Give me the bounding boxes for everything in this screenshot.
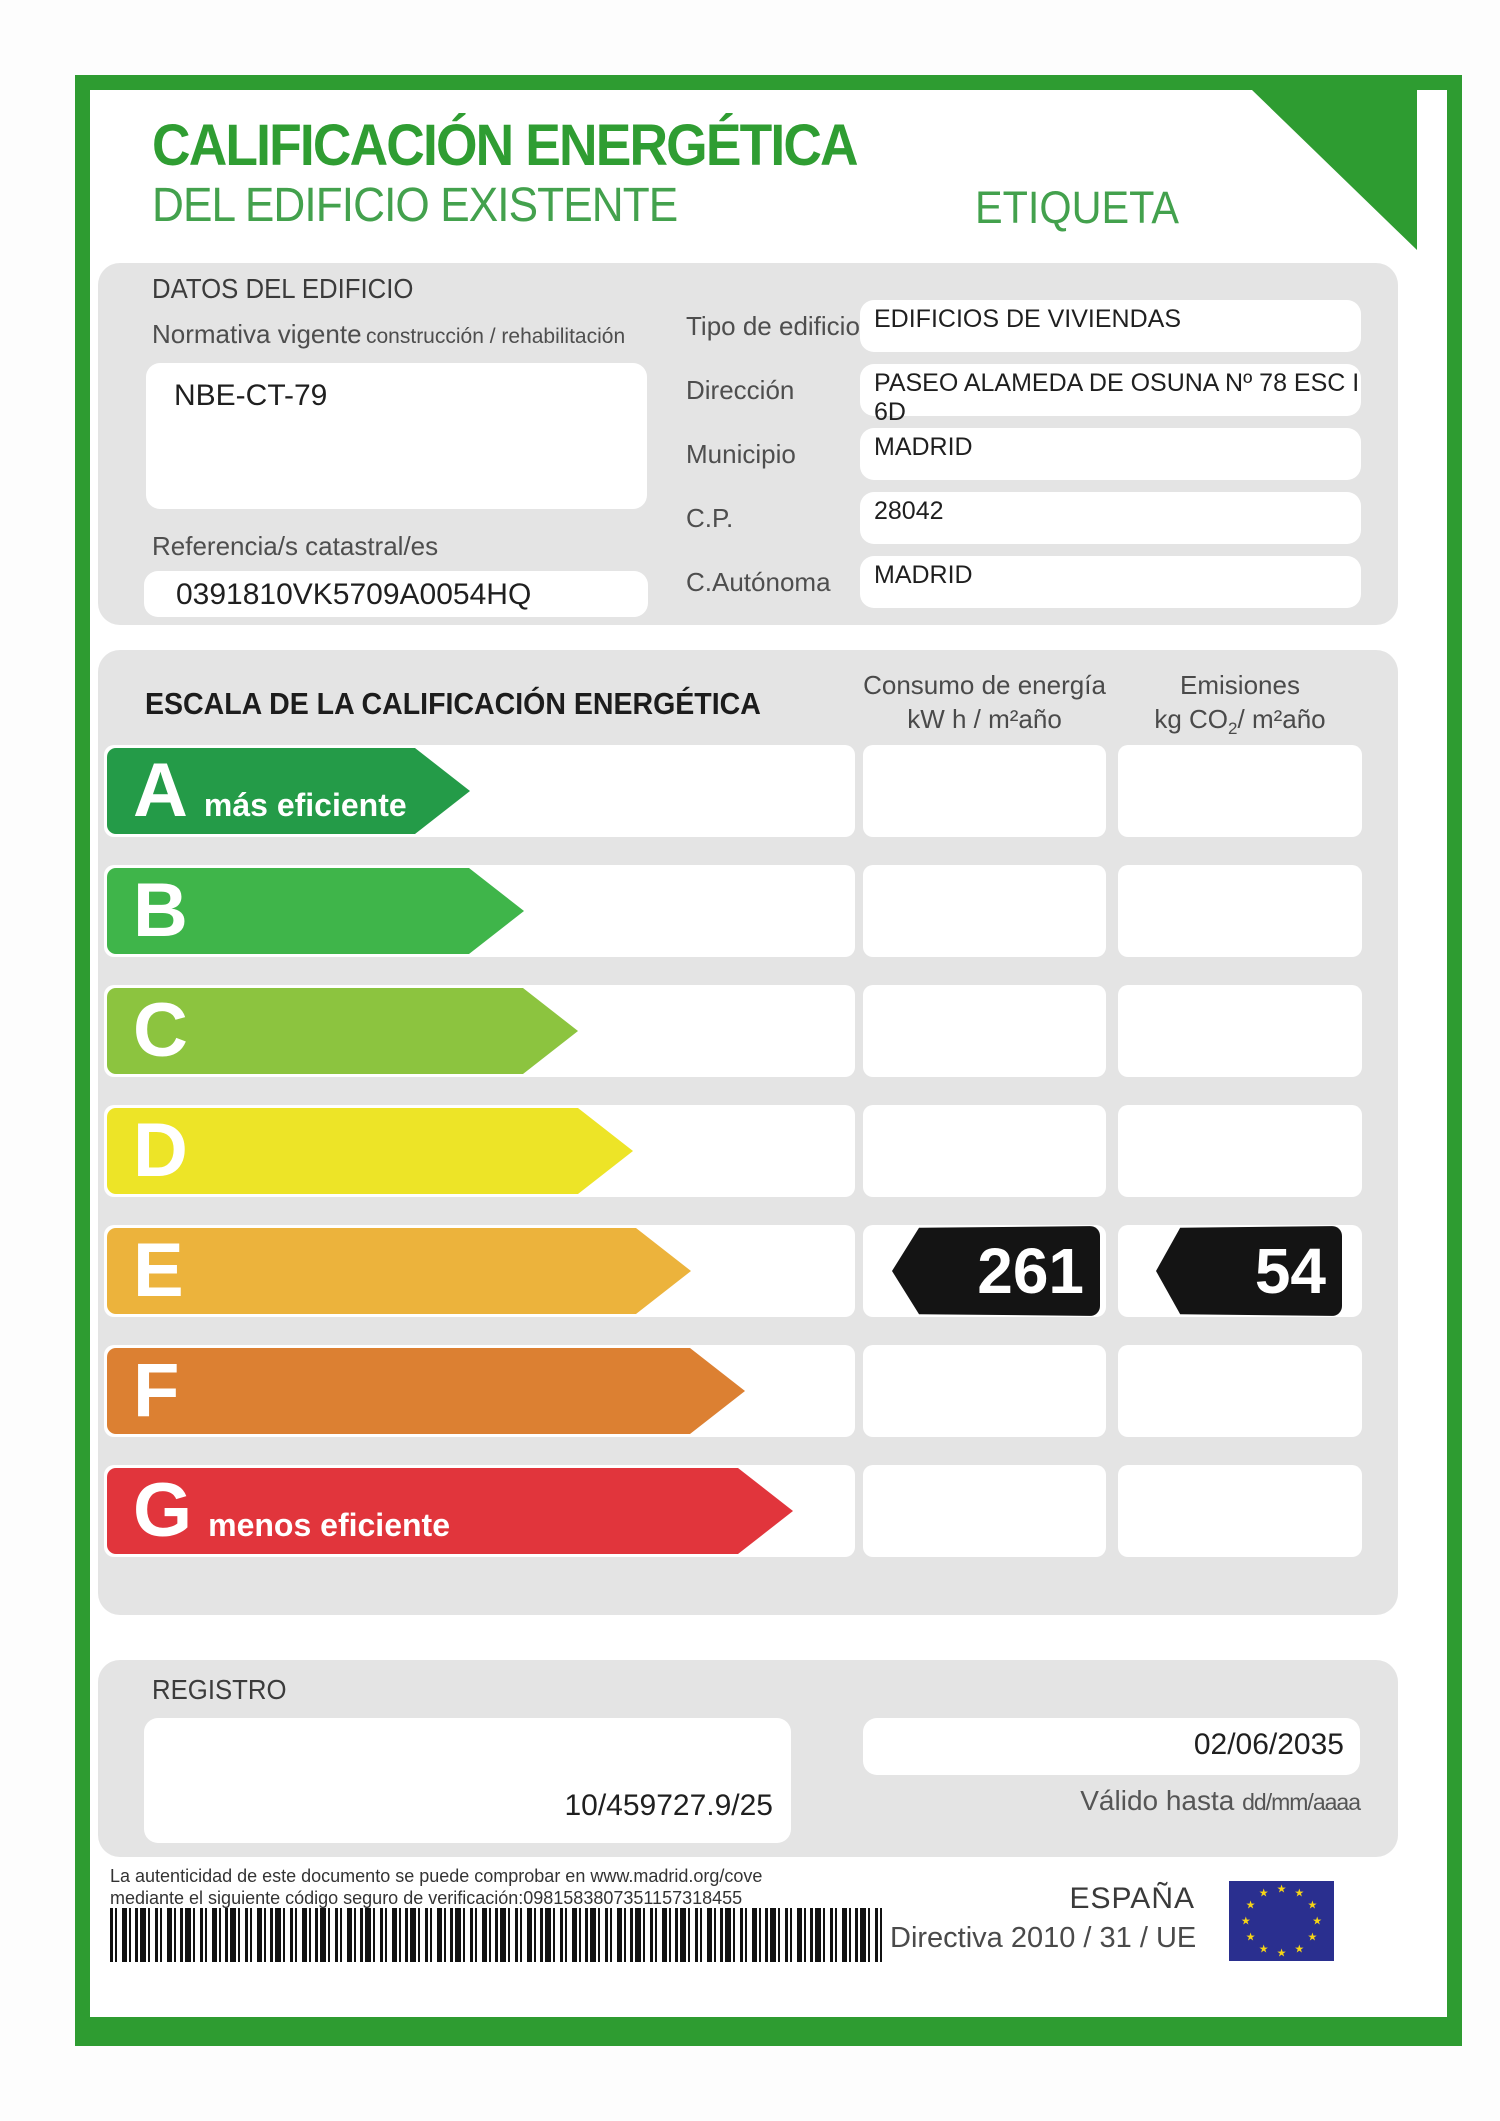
- consumo-cell-g: [863, 1465, 1106, 1557]
- consumo-cell-c: [863, 985, 1106, 1077]
- field-tipo: EDIFICIOS DE VIVIENDAS: [860, 300, 1361, 352]
- authenticity-line2: mediante el siguiente código seguro de v…: [110, 1888, 743, 1908]
- scale-section-title: ESCALA DE LA CALIFICACIÓN ENERGÉTICA: [145, 686, 761, 721]
- consumo-value-badge: 261: [892, 1226, 1100, 1316]
- field-label-cautonoma: C.Autónoma: [686, 567, 831, 597]
- consumo-cell-d: [863, 1105, 1106, 1197]
- field-direccion: PASEO ALAMEDA DE OSUNA Nº 78 ESC I 6D: [860, 364, 1361, 426]
- country-label: ESPAÑA: [1069, 1882, 1195, 1915]
- label-frame: CALIFICACIÓN ENERGÉTICA DEL EDIFICIO EXI…: [75, 75, 1462, 2046]
- emisiones-column-header: Emisiones kg CO2/ m²año: [1154, 670, 1326, 739]
- page-subtitle: DEL EDIFICIO EXISTENTE: [152, 179, 678, 232]
- energy-scale-panel: ESCALA DE LA CALIFICACIÓN ENERGÉTICA Con…: [98, 650, 1398, 1615]
- rating-arrow-f: F: [107, 1348, 745, 1434]
- valido-hasta-label: Válido hasta dd/mm/aaaa: [1080, 1785, 1361, 1816]
- emisiones-cell-c: [1118, 985, 1362, 1077]
- building-section-title: DATOS DEL EDIFICIO: [152, 273, 414, 304]
- field-label-municipio: Municipio: [686, 439, 796, 469]
- emisiones-cell-b: [1118, 865, 1362, 957]
- field-label-tipo: Tipo de edificio: [686, 311, 860, 341]
- rating-arrow-c: C: [107, 988, 578, 1074]
- rating-arrow-e: E: [107, 1228, 691, 1314]
- consumo-cell-f: [863, 1345, 1106, 1437]
- corner-triangle-decoration: [1252, 90, 1417, 250]
- field-label-cp: C.P.: [686, 503, 734, 533]
- country-directive-block: ESPAÑA Directiva 2010 / 31 / UE: [890, 1882, 1197, 1955]
- registro-date: 02/06/2035: [1193, 1728, 1344, 1761]
- registro-section-title: REGISTRO: [152, 1674, 287, 1705]
- emisiones-cell-e: 54: [1118, 1225, 1362, 1317]
- barcode: [110, 1908, 882, 1962]
- page-title: CALIFICACIÓN ENERGÉTICA: [152, 113, 859, 178]
- rating-arrow-b: B: [107, 868, 524, 954]
- referencia-value: 0391810VK5709A0054HQ: [176, 578, 532, 611]
- eu-flag-stars: ★ ★ ★ ★ ★ ★ ★ ★ ★ ★ ★ ★: [1240, 1883, 1323, 1960]
- emisiones-cell-a: [1118, 745, 1362, 837]
- registro-number: 10/459727.9/25: [564, 1789, 773, 1822]
- emisiones-value-badge: 54: [1156, 1226, 1342, 1316]
- directive-label: Directiva 2010 / 31 / UE: [890, 1922, 1197, 1954]
- etiqueta-label: ETIQUETA: [975, 182, 1179, 233]
- consumo-cell-b: [863, 865, 1106, 957]
- referencia-label: Referencia/s catastral/es: [152, 531, 439, 561]
- referencia-field: 0391810VK5709A0054HQ: [144, 571, 648, 617]
- field-cautonoma: MADRID: [860, 556, 1361, 608]
- field-cp: 28042: [860, 492, 1361, 544]
- normativa-value: NBE-CT-79: [174, 379, 328, 412]
- registro-panel: REGISTRO 10/459727.9/25 02/06/2035 Válid…: [98, 1660, 1398, 1857]
- registro-date-field: 02/06/2035: [863, 1718, 1360, 1775]
- building-data-panel: DATOS DEL EDIFICIO Normativa vigente con…: [98, 263, 1398, 625]
- rating-arrow-d: D: [107, 1108, 633, 1194]
- consumo-cell-a: [863, 745, 1106, 837]
- consumo-cell-e: 261: [863, 1225, 1106, 1317]
- eu-flag-icon: ★ ★ ★ ★ ★ ★ ★ ★ ★ ★ ★ ★: [1229, 1881, 1334, 1961]
- emisiones-cell-g: [1118, 1465, 1362, 1557]
- normativa-field: NBE-CT-79: [146, 363, 647, 509]
- field-label-direccion: Dirección: [686, 375, 795, 405]
- registro-number-field: 10/459727.9/25: [144, 1718, 791, 1843]
- emisiones-cell-d: [1118, 1105, 1362, 1197]
- authenticity-line1: La autenticidad de este documento se pue…: [110, 1866, 763, 1886]
- consumo-column-header: Consumo de energía kW h / m²año: [863, 670, 1106, 734]
- normativa-label: Normativa vigente construcción / rehabil…: [152, 319, 626, 349]
- emisiones-cell-f: [1118, 1345, 1362, 1437]
- field-municipio: MADRID: [860, 428, 1361, 480]
